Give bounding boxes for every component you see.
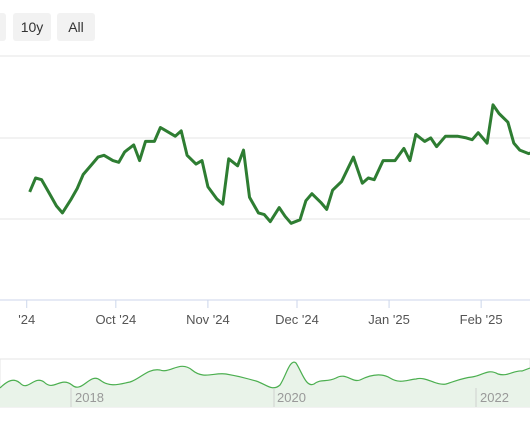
navigator-label-2018: 2018 [75, 390, 104, 405]
range-button-10y[interactable]: 10y [13, 13, 51, 41]
range-button-partial[interactable] [0, 13, 6, 41]
series-line [28, 103, 530, 225]
navigator-label-2022: 2022 [480, 390, 509, 405]
x-tick-label: '24 [18, 312, 35, 327]
navigator-area [0, 362, 530, 407]
x-tick-label: Dec '24 [275, 312, 319, 327]
x-tick-label: Jan '25 [368, 312, 410, 327]
x-tick-label: Oct '24 [95, 312, 136, 327]
range-button-all[interactable]: All [57, 13, 95, 41]
x-tick-label: Nov '24 [186, 312, 230, 327]
x-tick-label: Feb '25 [460, 312, 503, 327]
navigator-label-2020: 2020 [277, 390, 306, 405]
navigator-line [0, 361, 530, 389]
